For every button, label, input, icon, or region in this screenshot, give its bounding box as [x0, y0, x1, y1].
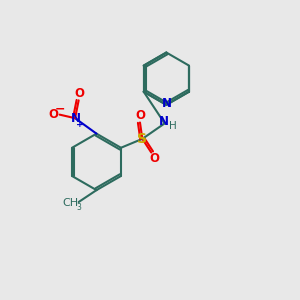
Text: N: N — [158, 116, 169, 128]
Text: H: H — [169, 121, 177, 131]
Text: O: O — [74, 87, 84, 100]
Text: 3: 3 — [76, 203, 81, 212]
Text: +: + — [76, 120, 84, 129]
Text: N: N — [70, 112, 80, 125]
Text: O: O — [150, 152, 160, 165]
Text: O: O — [135, 110, 145, 122]
Text: O: O — [48, 108, 58, 121]
Text: N: N — [162, 97, 172, 110]
Text: CH: CH — [62, 199, 78, 208]
Text: −: − — [55, 102, 65, 115]
Text: S: S — [137, 132, 147, 146]
